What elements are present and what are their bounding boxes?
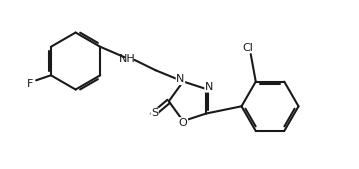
Text: N: N <box>176 75 185 84</box>
Text: N: N <box>205 82 213 92</box>
Text: Cl: Cl <box>242 43 253 53</box>
Text: NH: NH <box>119 54 135 64</box>
Text: F: F <box>27 79 33 89</box>
Text: O: O <box>179 118 187 128</box>
Text: S: S <box>151 108 158 118</box>
